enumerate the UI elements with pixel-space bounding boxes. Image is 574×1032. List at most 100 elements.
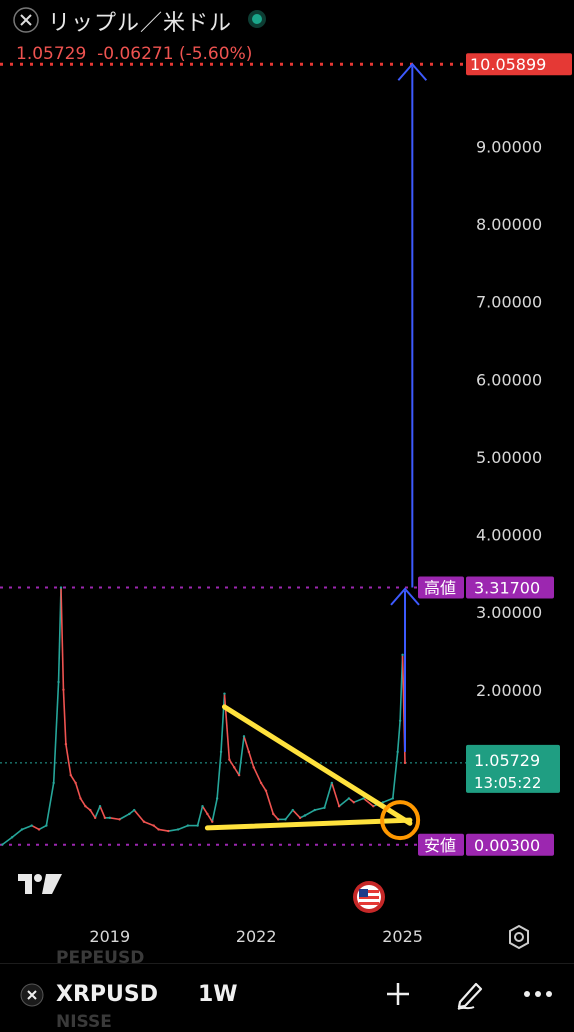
- current-price-label: 1.05729: [474, 751, 540, 770]
- series-point: [89, 808, 92, 812]
- series-segment: [119, 813, 130, 821]
- symbol-button[interactable]: XRPUSD: [56, 982, 158, 1007]
- series-point: [303, 814, 307, 817]
- series-segment: [272, 813, 279, 820]
- series-point: [223, 692, 226, 695]
- high-tag-label: 高値: [424, 579, 456, 598]
- series-segment: [243, 736, 250, 753]
- countdown-label: 13:05:22: [474, 774, 541, 792]
- series-point: [391, 797, 395, 800]
- series-point: [30, 824, 33, 827]
- series-point: [347, 797, 351, 800]
- triangle-upper-line: [221, 704, 413, 826]
- tradingview-logo-icon: [18, 874, 62, 894]
- series-point: [211, 820, 214, 823]
- series-point: [206, 812, 209, 816]
- current-price-tag: [466, 744, 560, 793]
- series-point: [219, 750, 223, 754]
- y-tick-label: 4.00000: [476, 526, 542, 545]
- series-point: [396, 750, 399, 754]
- series-segment: [323, 782, 333, 808]
- series-segment: [31, 824, 40, 831]
- bottom-bar-divider: [0, 963, 574, 964]
- series-point: [57, 680, 60, 684]
- series-point: [64, 742, 68, 746]
- gear-icon[interactable]: [506, 924, 532, 950]
- series-point: [1, 843, 4, 846]
- pencil-icon[interactable]: [454, 978, 486, 1010]
- series-segment: [363, 797, 374, 807]
- series-segment: [201, 805, 209, 815]
- y-tick-label: 5.00000: [476, 448, 542, 467]
- series-point: [398, 719, 402, 723]
- high-price-tag: [466, 576, 554, 599]
- low-price-label: 0.00300: [474, 836, 540, 855]
- series-point: [74, 781, 77, 785]
- series-segment: [1, 836, 13, 846]
- y-tick-label: 2.00000: [476, 681, 542, 700]
- series-point: [259, 781, 263, 785]
- price-change-quote: 1.05729 -0.06271 (-5.60%): [16, 44, 253, 64]
- breakout-circle: [380, 800, 421, 841]
- series-point: [228, 758, 231, 761]
- series-segment: [265, 790, 275, 815]
- plus-icon[interactable]: [384, 980, 412, 1008]
- series-segment: [248, 751, 255, 768]
- series-segment: [11, 828, 23, 838]
- timeframe-button[interactable]: 1W: [198, 982, 238, 1007]
- series-segment: [52, 681, 60, 783]
- high-price-label: 3.31700: [474, 579, 540, 598]
- series-segment: [304, 809, 316, 817]
- y-tick-label: 9.00000: [476, 137, 542, 156]
- us-flag-icon[interactable]: [352, 880, 386, 914]
- more-icon[interactable]: [522, 984, 554, 1004]
- y-tick-label: 6.00000: [476, 370, 542, 389]
- series-point: [103, 816, 107, 820]
- low-price-tag: [466, 833, 554, 856]
- series-segment: [109, 817, 120, 821]
- y-axis: 9.00000 8.00000 7.00000 6.00000 5.00000 4.000…: [476, 137, 542, 699]
- series-point: [152, 824, 155, 827]
- symbol-title: リップル／米ドル: [48, 11, 233, 36]
- series-segment: [314, 806, 325, 811]
- series-point: [237, 773, 241, 777]
- series-point: [142, 820, 146, 823]
- series-point: [98, 804, 102, 808]
- high-tag-name: [418, 576, 464, 599]
- series-point: [403, 761, 407, 765]
- series-point: [352, 801, 355, 804]
- series-segment: [158, 828, 169, 832]
- series-point: [69, 773, 72, 777]
- series-segment: [206, 813, 213, 823]
- series-segment: [94, 805, 101, 819]
- series-point: [276, 818, 280, 821]
- series-point: [362, 797, 365, 800]
- ghost-ticker-top: PEPEUSD: [56, 948, 145, 968]
- series-point: [132, 808, 136, 812]
- series-point: [247, 750, 251, 754]
- series-segment: [70, 774, 77, 784]
- series-point: [118, 818, 121, 821]
- series-segment: [99, 805, 106, 819]
- series-segment: [196, 805, 204, 826]
- series-point: [45, 824, 48, 827]
- series-segment: [233, 766, 240, 776]
- close-icon[interactable]: [12, 6, 40, 34]
- series-point: [233, 766, 236, 769]
- close-symbol-icon[interactable]: [20, 983, 44, 1007]
- series-point: [264, 789, 268, 792]
- series-point: [242, 735, 246, 738]
- series-point: [313, 808, 316, 812]
- price-series: [1, 586, 407, 846]
- series-segment: [338, 797, 350, 807]
- series-point: [201, 804, 204, 808]
- series-point: [284, 818, 287, 821]
- y-tick-label: 7.00000: [476, 293, 542, 312]
- series-point: [52, 781, 55, 785]
- series-segment: [238, 736, 245, 776]
- low-tag-label: 安値: [424, 836, 456, 855]
- series-segment: [392, 751, 399, 799]
- series-segment: [38, 824, 47, 831]
- series-point: [79, 797, 82, 800]
